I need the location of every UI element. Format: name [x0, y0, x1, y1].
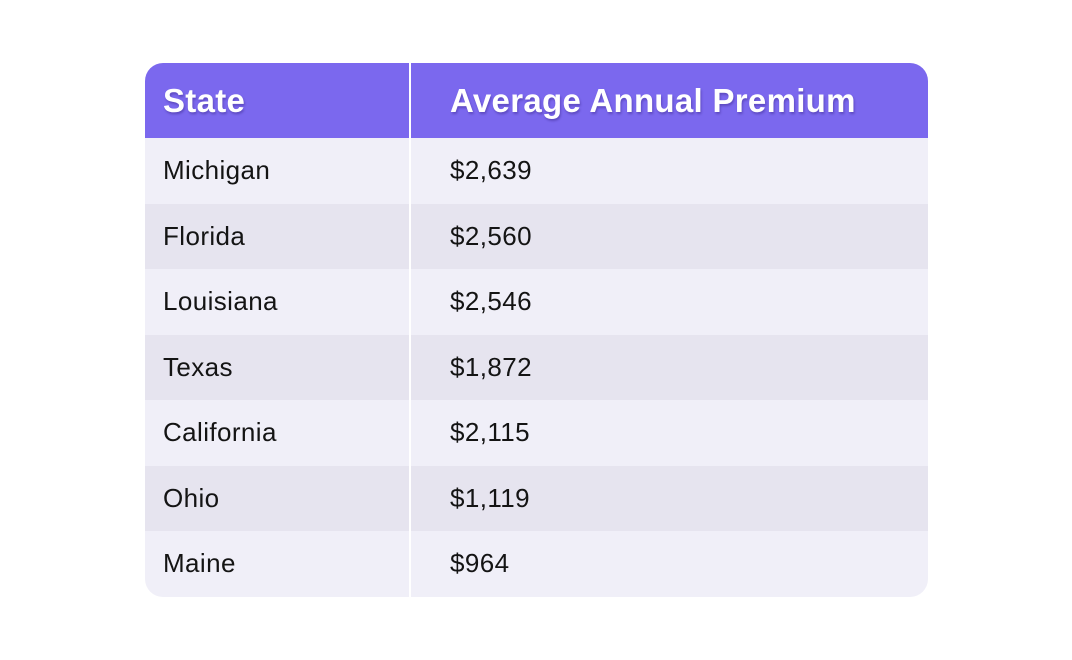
premium-cell: $964 [409, 531, 928, 597]
table-row: Louisiana $2,546 [145, 269, 928, 335]
state-cell: Maine [163, 548, 236, 579]
table-row: Ohio $1,119 [145, 465, 928, 531]
premium-cell: $1,872 [409, 334, 928, 400]
header-average-annual-premium: Average Annual Premium [409, 63, 928, 138]
state-cell: Ohio [163, 482, 220, 513]
premium-cell: $2,546 [409, 269, 928, 335]
state-cell: Louisiana [163, 286, 278, 317]
table-row: Florida $2,560 [145, 203, 928, 269]
table-row: Michigan $2,639 [145, 138, 928, 204]
table-row: California $2,115 [145, 400, 928, 466]
state-cell: California [163, 417, 277, 448]
table-header-row: State Average Annual Premium [145, 63, 928, 138]
premium-cell: $1,119 [409, 465, 928, 531]
premium-cell: $2,639 [409, 138, 928, 204]
header-state: State [163, 81, 246, 119]
premium-cell: $2,560 [409, 203, 928, 269]
state-cell: Michigan [163, 155, 271, 186]
premium-cell: $2,115 [409, 400, 928, 466]
table-row: Texas $1,872 [145, 334, 928, 400]
state-cell: Florida [163, 220, 246, 251]
table-row: Maine $964 [145, 531, 928, 597]
state-cell: Texas [163, 351, 233, 382]
premium-table: State Average Annual Premium Michigan $2… [145, 63, 928, 597]
